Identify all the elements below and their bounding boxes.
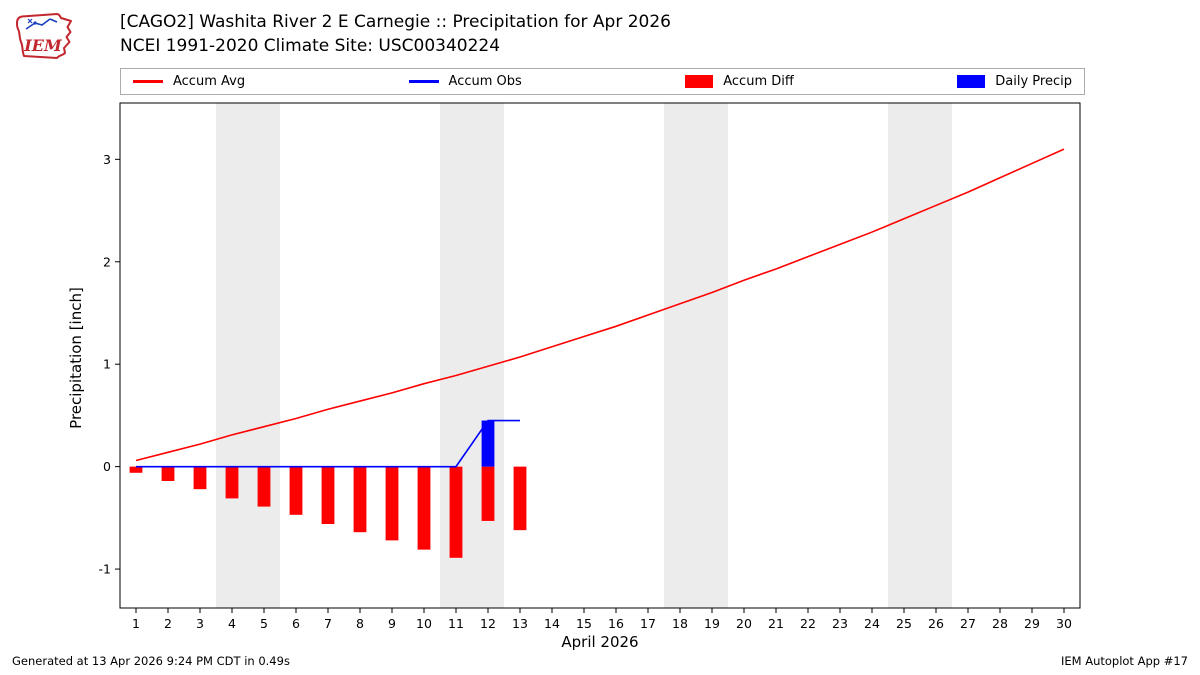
- accum-diff-bar: [385, 466, 399, 541]
- accum-diff-bar: [481, 466, 495, 521]
- x-tick-label: 1: [132, 616, 140, 631]
- legend-item-accum-diff: Accum Diff: [685, 74, 794, 89]
- x-tick-label: 15: [576, 616, 592, 631]
- title-line-2: NCEI 1991-2020 Climate Site: USC00340224: [120, 36, 501, 56]
- accum-diff-swatch-icon: [685, 75, 714, 88]
- x-tick-label: 17: [640, 616, 656, 631]
- page-title: [CAGO2] Washita River 2 E Carnegie :: Pr…: [120, 10, 671, 58]
- legend-item-accum-obs: Accum Obs: [408, 74, 522, 89]
- accum-obs-line: [136, 419, 520, 468]
- legend-item-accum-avg: Accum Avg: [133, 74, 245, 89]
- accum-diff-bar: [161, 466, 175, 481]
- daily-precip-swatch-icon: [957, 75, 986, 88]
- y-tick-label: 0: [103, 459, 111, 474]
- accum-diff-bar: [449, 466, 463, 558]
- x-tick-label: 22: [800, 616, 816, 631]
- x-tick-label: 11: [448, 616, 464, 631]
- x-tick-label: 16: [608, 616, 624, 631]
- x-tick-label: 4: [228, 616, 236, 631]
- x-tick-label: 13: [512, 616, 528, 631]
- x-tick-label: 25: [896, 616, 912, 631]
- accum-diff-bar: [193, 466, 207, 490]
- x-axis-label: April 2026: [561, 633, 639, 651]
- accum-diff-bar: [289, 466, 303, 515]
- chart-legend: Accum Avg Accum Obs Accum Diff Daily Precip: [120, 68, 1085, 95]
- x-tick-label: 30: [1056, 616, 1072, 631]
- x-tick-label: 28: [992, 616, 1008, 631]
- y-tick-label: -1: [99, 562, 111, 577]
- accum-diff-bar: [257, 466, 271, 507]
- accum-diff-bar: [417, 466, 431, 550]
- plot-border: [119, 102, 1081, 609]
- weekend-shading: [664, 103, 728, 608]
- weekend-shading: [888, 103, 952, 608]
- app-credit: IEM Autoplot App #17: [1060, 654, 1188, 668]
- y-tick-label: 1: [103, 357, 111, 372]
- x-tick-label: 29: [1024, 616, 1040, 631]
- weather-sketch-vane-icon: [27, 18, 33, 24]
- weather-sketch-dot-icon: [33, 21, 37, 25]
- y-tick-label: 3: [103, 152, 111, 167]
- weekend-shading: [216, 103, 280, 608]
- x-tick-label: 8: [356, 616, 364, 631]
- accum-avg-swatch-icon: [133, 80, 163, 83]
- accum-diff-bar: [513, 466, 527, 531]
- x-tick-label: 19: [704, 616, 720, 631]
- accum-diff-bar: [129, 466, 143, 473]
- y-tick-label: 2: [103, 254, 111, 269]
- x-tick-label: 26: [928, 616, 944, 631]
- x-tick-label: 21: [768, 616, 784, 631]
- iem-logo: IEM: [16, 13, 72, 59]
- x-tick-label: 20: [736, 616, 752, 631]
- legend-label-accum-avg: Accum Avg: [173, 74, 246, 89]
- accum-diff-bar: [321, 466, 335, 525]
- x-tick-label: 23: [832, 616, 848, 631]
- generated-timestamp: Generated at 13 Apr 2026 9:24 PM CDT in …: [12, 654, 290, 668]
- accum-diff-bar: [353, 466, 367, 533]
- iowa-outline-icon: [16, 13, 72, 59]
- legend-item-daily-precip: Daily Precip: [957, 74, 1072, 89]
- x-tick-label: 27: [960, 616, 976, 631]
- x-tick-label: 9: [388, 616, 396, 631]
- title-line-1: [CAGO2] Washita River 2 E Carnegie :: Pr…: [120, 12, 671, 32]
- legend-label-accum-diff: Accum Diff: [723, 74, 794, 89]
- x-tick-label: 18: [672, 616, 688, 631]
- legend-label-daily-precip: Daily Precip: [995, 74, 1072, 89]
- x-tick-label: 10: [416, 616, 432, 631]
- accum-obs-swatch-icon: [408, 80, 439, 83]
- y-axis-label: Precipitation [inch]: [67, 287, 85, 429]
- accum-avg-line: [135, 148, 1065, 462]
- x-tick-label: 14: [544, 616, 560, 631]
- weather-sketch-icon: [25, 18, 58, 30]
- x-tick-label: 24: [864, 616, 880, 631]
- x-tick-label: 6: [292, 616, 300, 631]
- accum-diff-bar: [225, 466, 239, 499]
- x-tick-label: 12: [480, 616, 496, 631]
- x-tick-label: 5: [260, 616, 268, 631]
- precipitation-chart: 1 2 3 4 5 6 7 8 9 10 11 12 13 14 15 16 17 18 19 20 21 22 23 24 2…: [99, 102, 1081, 631]
- x-tick-label: 2: [164, 616, 172, 631]
- daily-precip-bar: [481, 420, 495, 467]
- logo-text: IEM: [23, 36, 63, 55]
- legend-label-accum-obs: Accum Obs: [448, 74, 522, 89]
- x-tick-label: 3: [196, 616, 204, 631]
- x-tick-label: 7: [324, 616, 332, 631]
